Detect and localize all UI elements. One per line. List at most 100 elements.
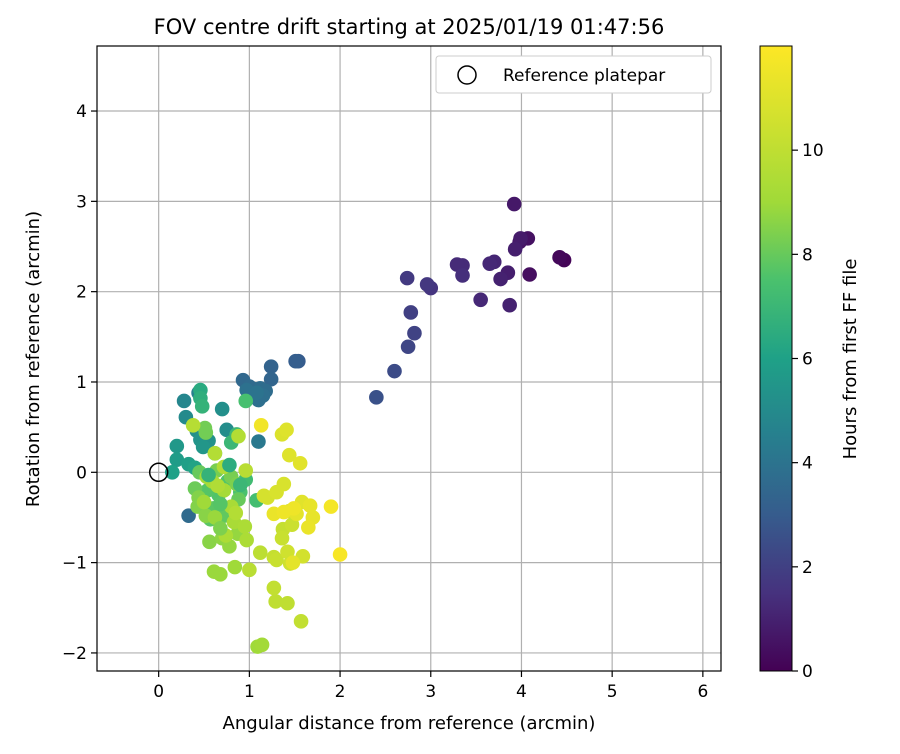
scatter-point [507, 241, 523, 257]
colorbar-tick-label: 4 [802, 454, 813, 474]
data-points [164, 196, 572, 654]
scatter-point [181, 508, 196, 523]
scatter-point [242, 562, 257, 578]
scatter-point [403, 305, 419, 320]
scatter-point [254, 637, 270, 653]
scatter-point [269, 552, 284, 568]
y-tick-label: 0 [76, 463, 87, 483]
x-tick-label: 0 [153, 682, 164, 702]
colorbar-tick-label: 8 [802, 245, 813, 265]
scatter-point [238, 393, 254, 409]
scatter-point [455, 268, 470, 283]
scatter-point [169, 438, 185, 454]
y-tick-label: 3 [76, 192, 87, 212]
scatter-point [194, 399, 210, 414]
scatter-point [176, 393, 192, 409]
x-tick-label: 1 [244, 682, 255, 702]
scatter-point [419, 277, 435, 292]
scatter-point [302, 498, 318, 514]
scatter-point [185, 418, 201, 433]
scatter-point [288, 353, 303, 369]
scatter-point [387, 363, 402, 379]
x-tick-label: 6 [697, 682, 708, 702]
scatter-point [493, 271, 508, 287]
scatter-point [268, 594, 283, 609]
x-tick-label: 5 [607, 682, 618, 702]
scatter-point [263, 359, 279, 374]
grid-lines [97, 46, 721, 671]
scatter-point [238, 463, 254, 478]
scatter-point [522, 267, 537, 282]
y-tick-label: 4 [76, 102, 87, 122]
scatter-point [207, 446, 223, 461]
colorbar-gradient [759, 45, 793, 672]
scatter-point [202, 534, 217, 550]
scatter-point [280, 595, 295, 611]
chart-title: FOV centre drift starting at 2025/01/19 … [154, 15, 665, 39]
scatter-point [293, 614, 309, 629]
scatter-point [213, 520, 228, 536]
scatter-point [473, 292, 488, 308]
scatter-point [227, 559, 243, 575]
scatter-point [169, 452, 185, 467]
scatter-point [332, 547, 348, 562]
scatter-point [449, 257, 465, 272]
y-axis-label: Rotation from reference (arcmin) [23, 211, 44, 507]
scatter-point [286, 501, 302, 516]
scatter-point [251, 434, 266, 449]
scatter-point [228, 505, 244, 521]
colorbar-tick-label: 10 [802, 141, 824, 161]
scatter-point [506, 196, 522, 212]
scatter-point [239, 532, 254, 548]
y-tick-label: 1 [76, 373, 87, 393]
scatter-point [213, 496, 228, 512]
scatter-point [276, 476, 292, 492]
colorbar: 0 2 4 6 8 10 Hours from first FF file [759, 45, 861, 682]
scatter-point [198, 425, 214, 440]
colorbar-label: Hours from first FF file [840, 259, 861, 460]
x-tick-label: 2 [335, 682, 346, 702]
colorbar-tick-label: 6 [802, 350, 813, 370]
reference-point-marker [148, 462, 169, 483]
scatter-point [323, 499, 339, 514]
scatter-point [195, 439, 211, 455]
legend: Reference platepar [435, 55, 712, 94]
scatter-point [281, 447, 297, 463]
x-axis-label: Angular distance from reference (arcmin) [223, 713, 596, 734]
plot-frame [96, 45, 722, 672]
scatter-point [266, 580, 282, 596]
scatter-point [249, 385, 264, 401]
legend-box [435, 55, 712, 94]
scatter-point [552, 250, 567, 265]
y-tick-label: −1 [62, 554, 87, 574]
scatter-point [502, 297, 517, 313]
scatter-point [292, 455, 308, 471]
scatter-point [301, 520, 316, 535]
scatter-point [214, 401, 230, 417]
scatter-point [213, 567, 228, 582]
y-tick-label: −2 [62, 644, 87, 664]
colorbar-tick-label: 0 [802, 662, 813, 682]
legend-label: Reference platepar [503, 66, 665, 86]
scatter-point [279, 422, 294, 438]
colorbar-ticks: 0 2 4 6 8 10 [792, 141, 824, 682]
scatter-point [256, 488, 272, 504]
scatter-point [231, 428, 246, 444]
colorbar-tick-label: 2 [802, 558, 813, 578]
x-tick-label: 3 [425, 682, 436, 702]
scatter-point [369, 390, 384, 405]
scatter-point [253, 418, 269, 433]
x-axis-ticks: 0 1 2 3 4 5 6 [153, 671, 708, 702]
scatter-point [274, 530, 290, 546]
scatter-point [285, 555, 301, 570]
scatter-point [164, 465, 180, 480]
x-tick-label: 4 [516, 682, 527, 702]
y-axis-ticks: −2 −1 0 1 2 3 4 [62, 102, 97, 664]
scatter-point [280, 544, 295, 560]
scatter-point [207, 510, 223, 525]
scatter-point [482, 256, 498, 271]
scatter-point [263, 371, 279, 387]
scatter-point [233, 477, 248, 493]
